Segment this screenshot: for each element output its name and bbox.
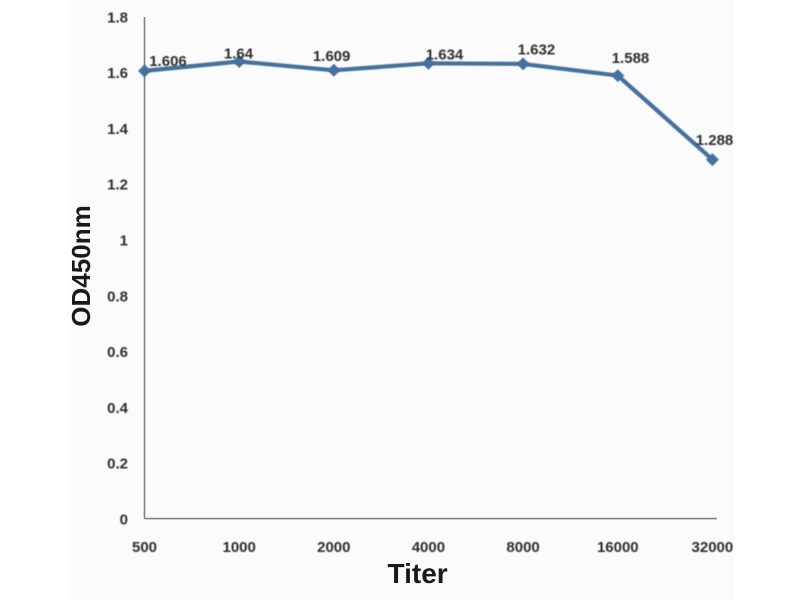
svg-text:1.4: 1.4: [107, 121, 129, 138]
svg-text:0: 0: [120, 511, 128, 528]
svg-text:1: 1: [120, 233, 128, 250]
svg-text:16000: 16000: [597, 539, 639, 556]
svg-text:1.2: 1.2: [107, 177, 128, 194]
svg-text:0.4: 0.4: [107, 400, 129, 417]
svg-text:1.588: 1.588: [612, 50, 650, 67]
svg-text:0.6: 0.6: [107, 344, 128, 361]
svg-text:1000: 1000: [223, 539, 256, 556]
svg-text:1.632: 1.632: [518, 42, 556, 59]
svg-text:0.8: 0.8: [107, 288, 128, 305]
svg-text:1.8: 1.8: [107, 9, 128, 26]
svg-text:OD450nm: OD450nm: [66, 205, 96, 326]
svg-text:8000: 8000: [506, 539, 539, 556]
svg-text:1.64: 1.64: [224, 46, 254, 63]
svg-text:500: 500: [132, 539, 157, 556]
svg-text:0.2: 0.2: [107, 456, 128, 473]
svg-text:1.6: 1.6: [107, 65, 128, 82]
svg-text:4000: 4000: [412, 539, 445, 556]
svg-text:32000: 32000: [692, 539, 734, 556]
svg-text:1.634: 1.634: [426, 47, 464, 64]
svg-text:1.609: 1.609: [313, 48, 351, 65]
svg-text:Titer: Titer: [388, 558, 448, 589]
svg-text:1.288: 1.288: [696, 132, 734, 149]
svg-text:1.606: 1.606: [149, 53, 187, 70]
svg-text:2000: 2000: [317, 539, 350, 556]
